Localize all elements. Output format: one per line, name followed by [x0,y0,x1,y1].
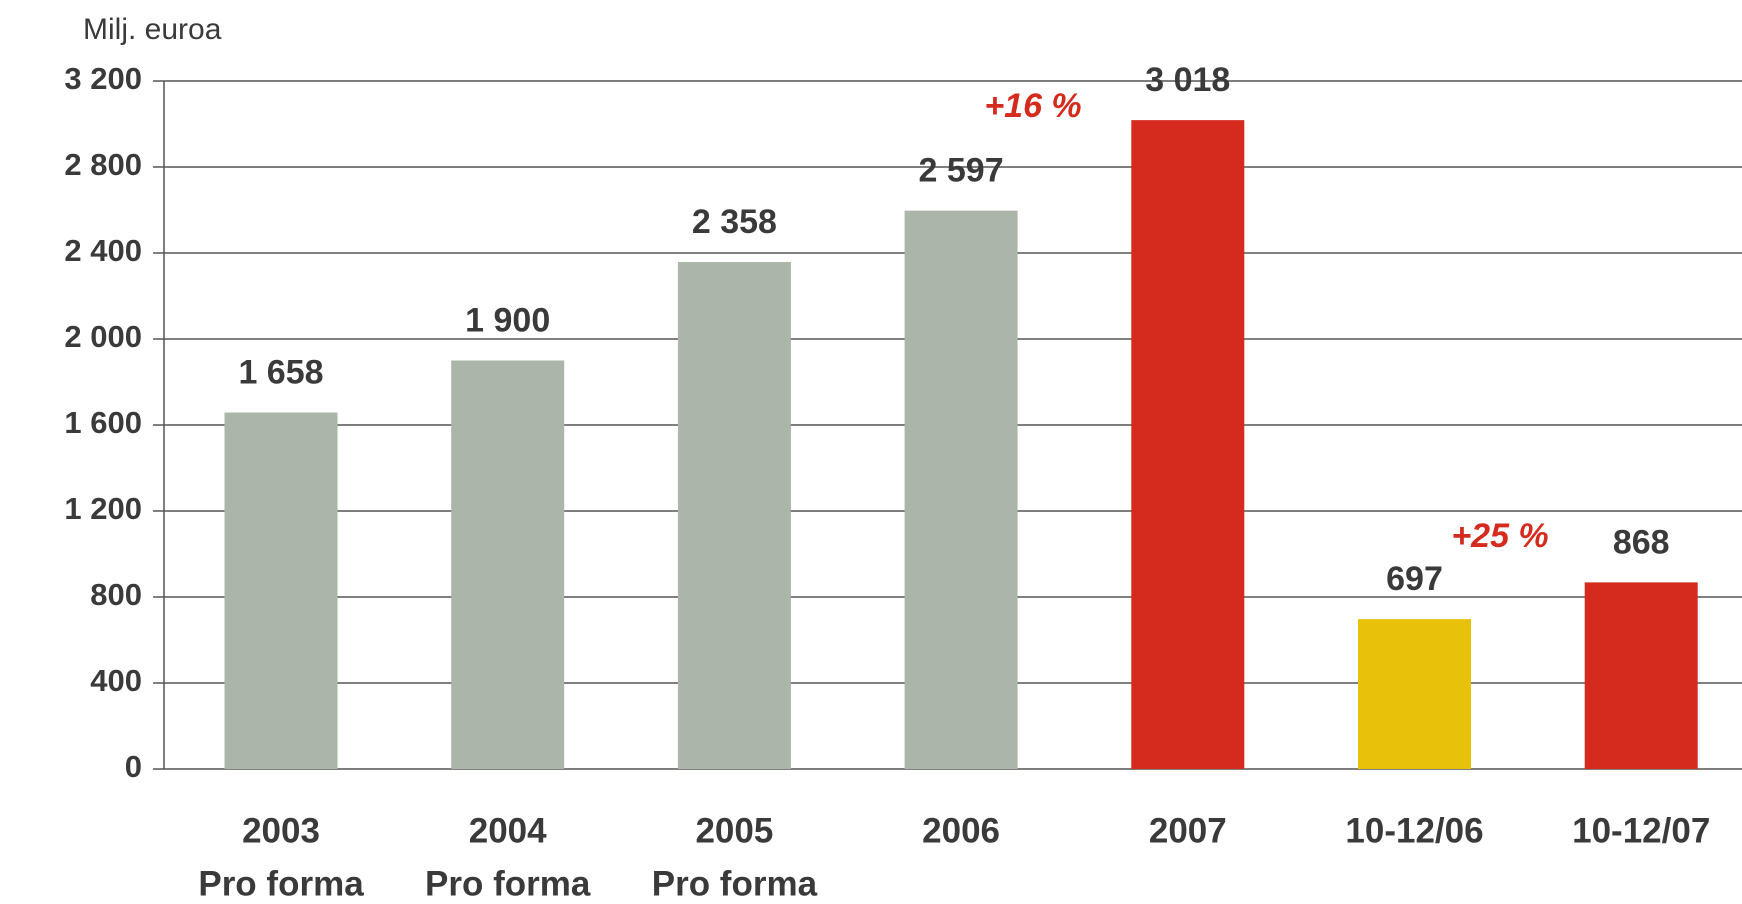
x-tick-label: 2004 [469,811,547,850]
x-tick-label: 2003 [242,811,320,850]
annotation: +25 % [1451,517,1548,555]
x-tick-label: Pro forma [652,864,818,903]
bar [677,262,791,769]
value-label: 2 597 [919,152,1004,190]
y-tick-label: 2 400 [64,233,142,268]
value-label: 697 [1386,560,1443,598]
y-tick-label: 1 200 [64,491,142,526]
y-tick-label: 800 [90,577,142,612]
y-tick-label: 400 [90,663,142,698]
x-tick-label: 2007 [1149,811,1227,850]
bar [1358,619,1471,769]
value-label: 868 [1613,523,1670,561]
y-tick-label: 0 [125,749,142,784]
x-tick-label: Pro forma [198,864,364,903]
y-tick-label: 3 200 [64,61,142,96]
x-tick-label: 10-12/06 [1345,811,1483,850]
bar [904,210,1018,769]
bar [224,412,338,769]
bar [451,360,565,769]
value-label: 2 358 [692,203,777,241]
x-tick-label: 2006 [922,811,1000,850]
value-label: 1 658 [238,354,323,392]
bar [1131,120,1245,769]
bar [1584,582,1698,769]
value-label: 3 018 [1145,61,1230,99]
annotation: +16 % [984,87,1081,125]
x-tick-label: 10-12/07 [1572,811,1710,850]
y-tick-label: 1 600 [64,405,142,440]
x-tick-label: 2005 [695,811,773,850]
y-tick-label: 2 000 [64,319,142,354]
value-label: 1 900 [465,301,550,339]
x-tick-label: Pro forma [425,864,591,903]
y-tick-label: 2 800 [64,147,142,182]
y-axis-label: Milj. euroa [83,13,222,46]
